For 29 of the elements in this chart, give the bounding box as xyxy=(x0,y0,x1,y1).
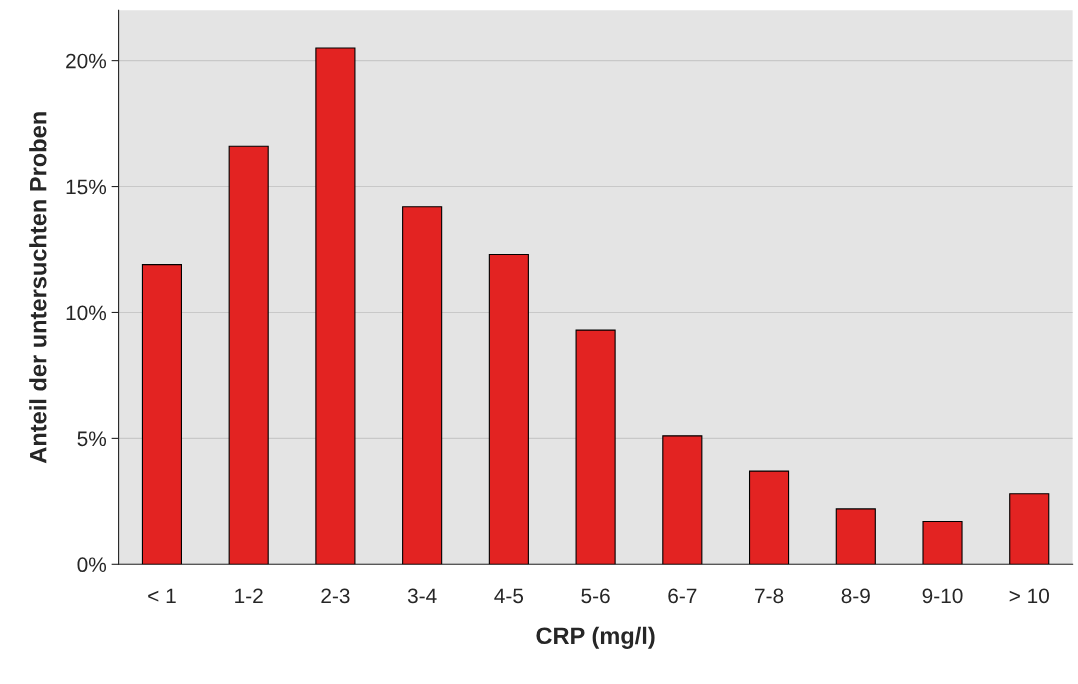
x-tick-label: < 1 xyxy=(148,588,176,604)
bar xyxy=(835,508,876,565)
bar xyxy=(1009,493,1050,565)
y-tick-label: 0% xyxy=(77,557,107,573)
x-tick-label: 4-5 xyxy=(494,588,524,604)
bar xyxy=(922,520,963,565)
x-tick-label: 3-4 xyxy=(407,588,437,604)
x-tick-label: 2-3 xyxy=(321,588,350,604)
x-tick-label: 6-7 xyxy=(668,588,697,604)
y-tick-label: 20% xyxy=(66,53,107,69)
x-tick-label: 7-8 xyxy=(755,588,784,604)
x-tick-label: 9-10 xyxy=(922,588,963,604)
y-axis-title: Anteil der untersuchten Proben xyxy=(29,112,47,464)
bar xyxy=(228,145,269,565)
bar xyxy=(748,470,790,565)
bar xyxy=(488,253,529,565)
x-axis-title: CRP (mg/l) xyxy=(536,626,655,649)
x-tick-label: 5-6 xyxy=(581,588,610,604)
x-tick-label: 8-9 xyxy=(841,588,870,604)
y-tick-label: 5% xyxy=(77,431,107,447)
bar xyxy=(141,264,183,565)
y-tick-label: 10% xyxy=(66,305,107,321)
bar xyxy=(402,206,443,565)
bar xyxy=(662,435,703,565)
x-tick-label: 1-2 xyxy=(235,588,263,604)
y-tick-label: 15% xyxy=(66,179,107,195)
bar xyxy=(315,47,356,565)
bar xyxy=(575,329,616,565)
x-tick-label: > 10 xyxy=(1009,588,1049,604)
